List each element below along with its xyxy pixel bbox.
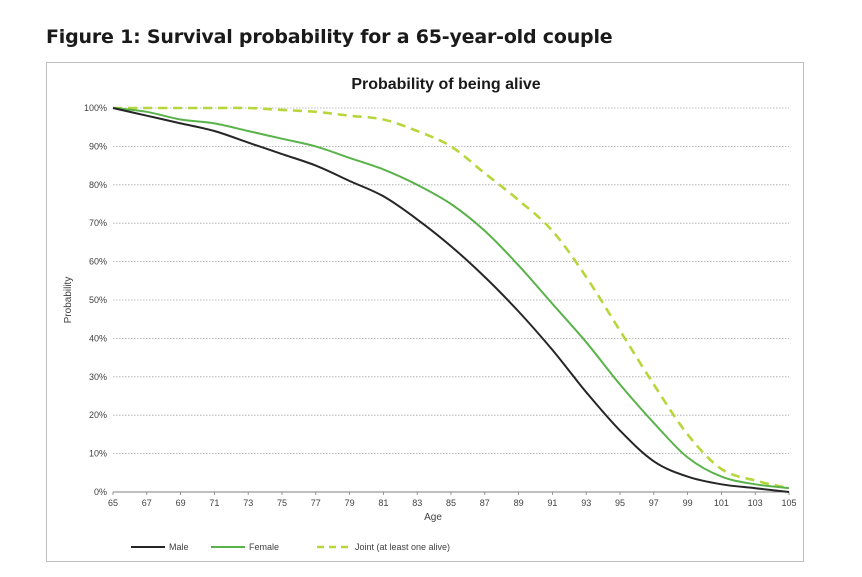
y-tick-label: 90%	[89, 141, 107, 151]
x-tick-label: 103	[748, 498, 763, 508]
x-tick-label: 99	[683, 498, 693, 508]
x-tick-label: 69	[176, 498, 186, 508]
figure-title: Figure 1: Survival probability for a 65-…	[46, 26, 613, 48]
x-tick-label: 81	[378, 498, 388, 508]
y-tick-label: 0%	[94, 487, 107, 497]
legend-label: Joint (at least one alive)	[355, 542, 450, 552]
chart-title: Probability of being alive	[351, 76, 540, 93]
x-tick-label: 71	[209, 498, 219, 508]
x-axis-label: Age	[424, 512, 442, 523]
y-tick-label: 20%	[89, 410, 107, 420]
y-tick-label: 10%	[89, 449, 107, 459]
x-tick-label: 89	[514, 498, 524, 508]
x-tick-label: 91	[547, 498, 557, 508]
legend-label: Female	[249, 542, 279, 552]
line-chart: Probability of being alive 0% 10% 20% 30% 40%…	[63, 76, 797, 552]
series-line-male	[112, 107, 790, 493]
x-tick-label: 73	[243, 498, 253, 508]
x-tick-label: 101	[714, 498, 729, 508]
series-line-joint	[113, 106, 790, 490]
y-tick-label: 50%	[89, 295, 107, 305]
y-tick-label: 100%	[84, 103, 107, 113]
legend-label: Male	[169, 542, 189, 552]
x-tick-label: 93	[581, 498, 591, 508]
x-tick-label: 85	[446, 498, 456, 508]
x-tick-label: 77	[311, 498, 321, 508]
x-tick-label: 87	[480, 498, 490, 508]
series-line-female	[112, 107, 790, 490]
x-tick-label: 65	[108, 498, 118, 508]
y-tick-label: 70%	[89, 218, 107, 228]
y-tick-label: 40%	[89, 333, 107, 343]
y-tick-label: 30%	[89, 372, 107, 382]
x-tick-label: 79	[345, 498, 355, 508]
y-tick-label: 60%	[89, 257, 107, 267]
y-axis-label: Probability	[63, 277, 74, 324]
chart-frame: Probability of being alive 0% 10% 20% 30% 40%…	[46, 62, 804, 562]
x-tick-label: 75	[277, 498, 287, 508]
x-tick-label: 105	[781, 498, 796, 508]
x-tick-label: 97	[649, 498, 659, 508]
y-tick-label: 80%	[89, 180, 107, 190]
x-tick-label: 67	[142, 498, 152, 508]
x-tick-label: 95	[615, 498, 625, 508]
x-tick-label: 83	[412, 498, 422, 508]
